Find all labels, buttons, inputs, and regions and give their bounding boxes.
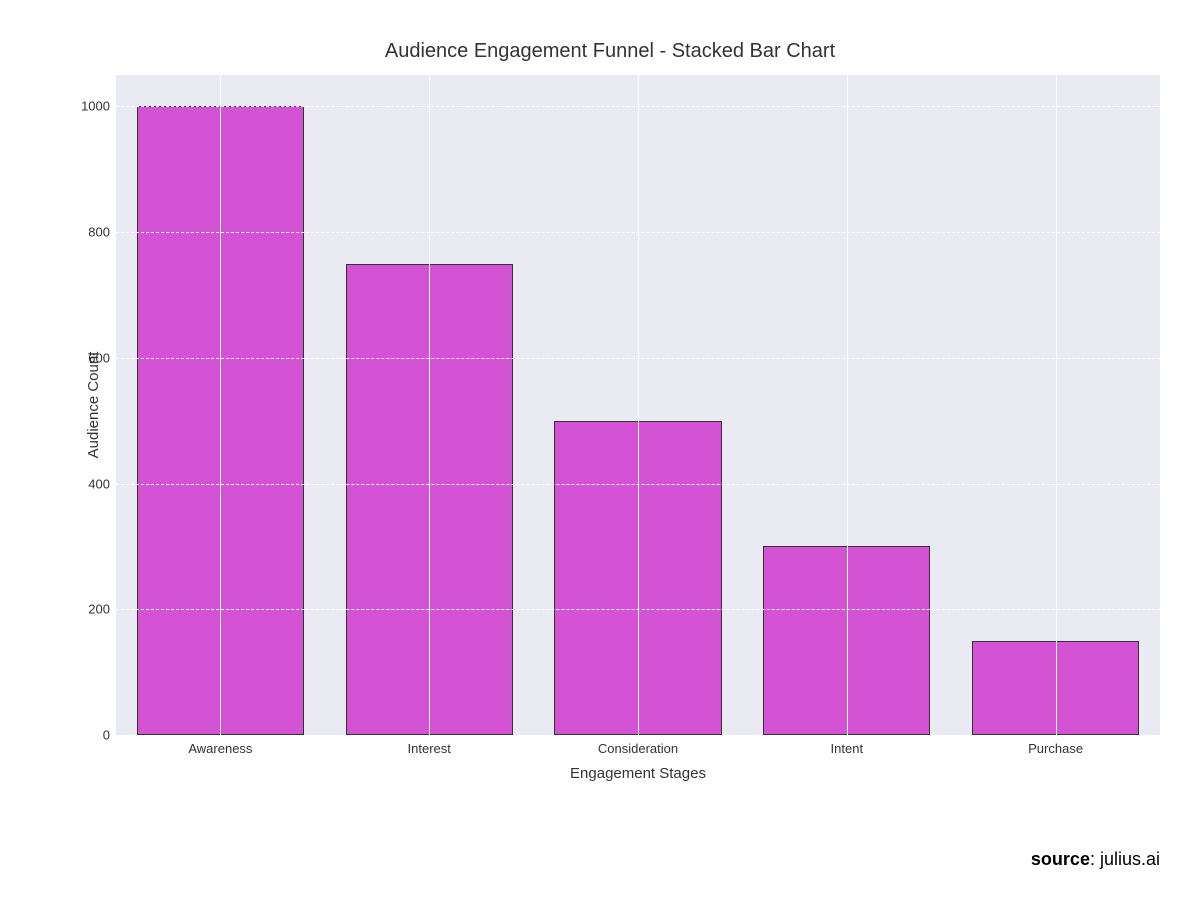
y-tick-label: 800 xyxy=(66,225,110,240)
x-tick-label: Intent xyxy=(831,741,864,756)
source-value: julius.ai xyxy=(1100,849,1160,869)
x-tick-label: Awareness xyxy=(188,741,252,756)
x-tick-label: Purchase xyxy=(1028,741,1083,756)
grid-line-v xyxy=(1056,75,1057,735)
y-tick-label: 0 xyxy=(66,728,110,743)
chart-container: Audience Engagement Funnel - Stacked Bar… xyxy=(60,40,1160,820)
y-tick-label: 200 xyxy=(66,602,110,617)
grid-line-v xyxy=(429,75,430,735)
x-axis: Engagement Stages Awareness Interest Consi… xyxy=(116,735,1160,795)
y-tick-label: 400 xyxy=(66,476,110,491)
source-label: source xyxy=(1031,849,1090,869)
plot-wrap: Audience Count 02004006008001000 Engagem… xyxy=(60,75,1160,795)
y-axis: Audience Count 02004006008001000 xyxy=(60,75,116,735)
source-colon: : xyxy=(1090,849,1100,869)
y-tick-label: 1000 xyxy=(66,99,110,114)
x-axis-label: Engagement Stages xyxy=(570,765,706,782)
y-tick-label: 600 xyxy=(66,350,110,365)
grid-line-v xyxy=(638,75,639,735)
grid-line-v xyxy=(847,75,848,735)
source-attribution: source: julius.ai xyxy=(1031,849,1160,870)
x-tick-label: Interest xyxy=(408,741,451,756)
x-tick-label: Consideration xyxy=(598,741,678,756)
plot-area xyxy=(116,75,1160,735)
chart-title: Audience Engagement Funnel - Stacked Bar… xyxy=(60,40,1160,63)
y-ticks: 02004006008001000 xyxy=(66,75,110,735)
grid-line-v xyxy=(220,75,221,735)
